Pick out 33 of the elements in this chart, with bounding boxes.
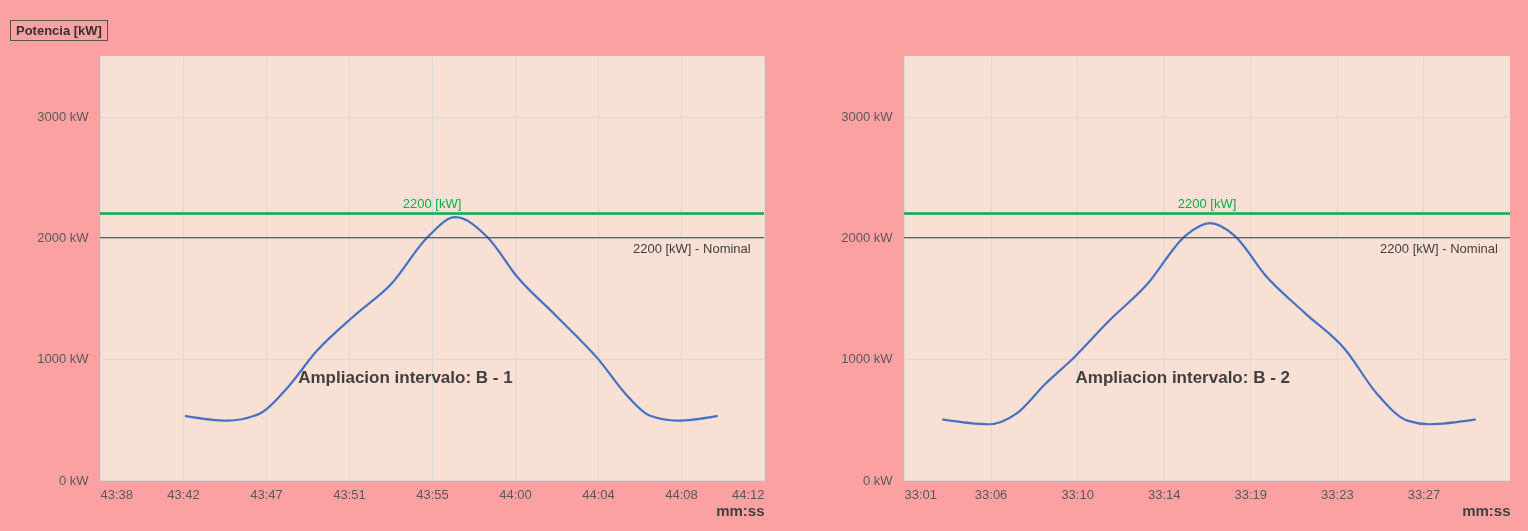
x-tick-label: 43:47 [250,486,283,502]
chart-title: Potencia [kW] [10,20,108,41]
x-tick-label: 43:38 [100,486,134,502]
x-tick-label: 33:10 [1061,486,1094,502]
y-tick-label: 1000 kW [37,351,90,367]
x-tick-label: 33:19 [1234,486,1268,502]
x-tick-label: 44:08 [665,486,698,502]
x-tick-label: 43:55 [416,486,449,502]
y-tick-label: 0 kW [862,472,894,488]
x-tick-label: 43:42 [167,486,200,502]
y-tick-label: 0 kW [58,472,90,488]
x-axis-title: mm:ss [716,501,765,519]
y-tick-label: 2000 kW [37,230,90,246]
x-tick-label: 33:14 [1147,486,1181,502]
ref-line-label: 2200 [kW] - Nominal [1380,240,1498,256]
x-tick-label: 33:27 [1407,486,1441,502]
y-tick-label: 3000 kW [841,109,894,125]
x-tick-label: 44:12 [731,486,765,502]
ref-line-label: 2200 [kW] - Nominal [632,240,751,256]
x-tick-label: 44:00 [499,486,532,502]
x-tick-label: 33:23 [1321,486,1354,502]
y-tick-label: 1000 kW [841,351,894,367]
y-tick-label: 3000 kW [37,109,90,125]
ref-line-label: 2200 [kW] [1177,196,1237,212]
annotation: Ampliacion intervalo: B - 2 [1075,368,1290,387]
x-axis-title: mm:ss [1462,501,1511,519]
x-tick-label: 33:06 [974,486,1008,502]
ref-line-label: 2200 [kW] [402,196,462,212]
x-tick-label: 43:51 [333,486,366,502]
x-tick-label: 44:04 [582,486,615,502]
x-tick-label: 33:01 [904,486,938,502]
y-tick-label: 2000 kW [841,230,894,246]
annotation: Ampliacion intervalo: B - 1 [298,368,513,387]
